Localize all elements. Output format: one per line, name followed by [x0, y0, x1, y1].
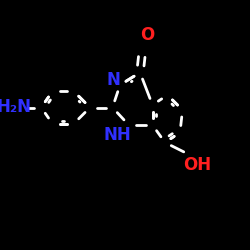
Text: OH: OH	[184, 156, 212, 174]
Text: H₂N: H₂N	[0, 98, 31, 116]
Text: NH: NH	[104, 126, 132, 144]
Text: N: N	[106, 71, 120, 89]
Text: O: O	[140, 26, 154, 44]
